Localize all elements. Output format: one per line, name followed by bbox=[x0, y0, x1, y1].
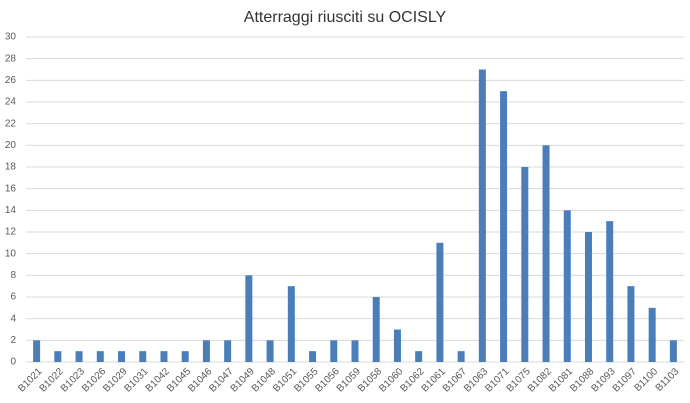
bar bbox=[500, 91, 508, 363]
y-tick-label: 28 bbox=[5, 53, 17, 64]
bar bbox=[521, 167, 529, 362]
bar bbox=[584, 232, 592, 362]
bar bbox=[309, 351, 317, 362]
chart-title: Atterraggi riusciti su OCISLY bbox=[244, 9, 447, 26]
bar bbox=[33, 340, 41, 362]
bar bbox=[245, 275, 253, 362]
bar bbox=[202, 340, 210, 362]
bar bbox=[54, 351, 62, 362]
bar bbox=[436, 242, 444, 362]
y-tick-label: 18 bbox=[5, 162, 17, 173]
bar bbox=[351, 340, 359, 362]
bar bbox=[457, 351, 465, 362]
bar bbox=[606, 221, 614, 362]
bar bbox=[415, 351, 423, 362]
bar bbox=[96, 351, 104, 362]
y-tick-label: 10 bbox=[5, 248, 17, 259]
bar bbox=[287, 286, 295, 362]
y-tick-label: 30 bbox=[5, 32, 17, 43]
y-tick-label: 12 bbox=[5, 227, 17, 238]
bar bbox=[330, 340, 338, 362]
bar bbox=[160, 351, 168, 362]
y-tick-label: 4 bbox=[10, 313, 16, 324]
bar bbox=[181, 351, 189, 362]
bar bbox=[372, 297, 380, 362]
bar bbox=[563, 210, 571, 362]
bar bbox=[648, 307, 656, 362]
bar bbox=[224, 340, 232, 362]
bar bbox=[266, 340, 274, 362]
y-tick-label: 16 bbox=[5, 183, 17, 194]
bar bbox=[669, 340, 677, 362]
bar bbox=[118, 351, 126, 362]
bar bbox=[139, 351, 147, 362]
y-tick-label: 14 bbox=[5, 205, 17, 216]
bar bbox=[542, 145, 550, 362]
bar bbox=[393, 329, 401, 362]
bar bbox=[75, 351, 83, 362]
y-tick-label: 6 bbox=[10, 292, 16, 303]
y-tick-label: 26 bbox=[5, 75, 17, 86]
y-tick-label: 8 bbox=[10, 270, 16, 281]
bar bbox=[478, 69, 486, 362]
bar bbox=[627, 286, 635, 362]
y-tick-label: 20 bbox=[5, 140, 17, 151]
y-tick-label: 22 bbox=[5, 118, 17, 129]
y-tick-label: 0 bbox=[10, 357, 16, 368]
y-tick-label: 24 bbox=[5, 97, 17, 108]
y-tick-label: 2 bbox=[10, 335, 16, 346]
